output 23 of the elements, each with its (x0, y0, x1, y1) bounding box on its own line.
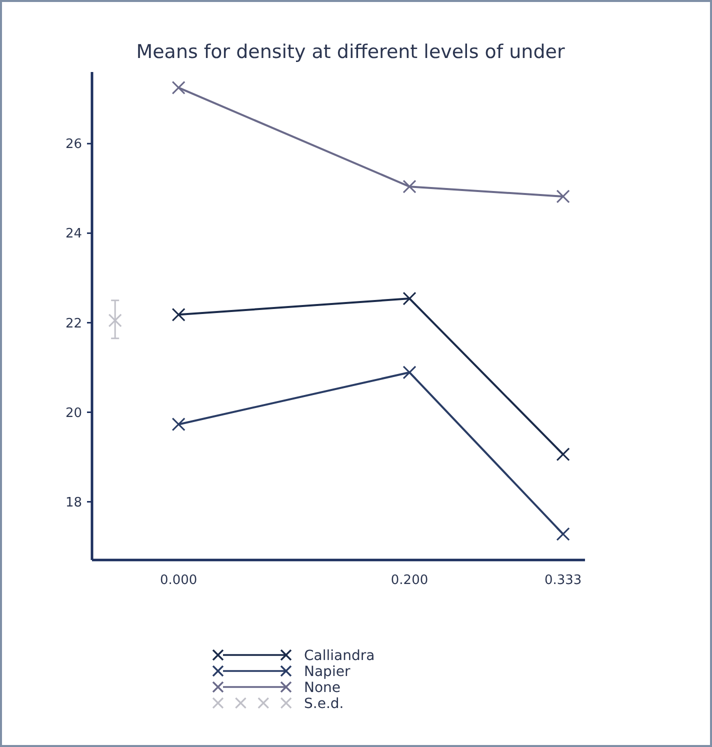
y-tick-label: 20 (65, 406, 82, 421)
x-tick-label: 0.333 (544, 573, 582, 588)
point (556, 527, 570, 541)
legend-label: Calliandra (304, 648, 375, 664)
x-tick-label: 0.000 (160, 573, 198, 588)
point (172, 80, 186, 94)
point (556, 190, 570, 204)
y-tick-label: 26 (65, 137, 82, 152)
y-tick-label: 18 (65, 495, 82, 510)
point (172, 308, 186, 322)
point (402, 180, 416, 194)
point (402, 292, 416, 306)
legend-label: Napier (304, 664, 350, 680)
point (172, 418, 186, 432)
y-tick-label: 24 (65, 226, 82, 242)
x-tick-label: 0.200 (390, 573, 428, 588)
chart-title: Means for density at different levels of under (136, 41, 565, 63)
point (108, 314, 122, 328)
y-tick-label: 22 (65, 316, 82, 332)
point (556, 448, 570, 462)
legend-label: S.e.d. (304, 696, 344, 712)
legend-label: None (304, 680, 341, 696)
point (402, 366, 416, 380)
